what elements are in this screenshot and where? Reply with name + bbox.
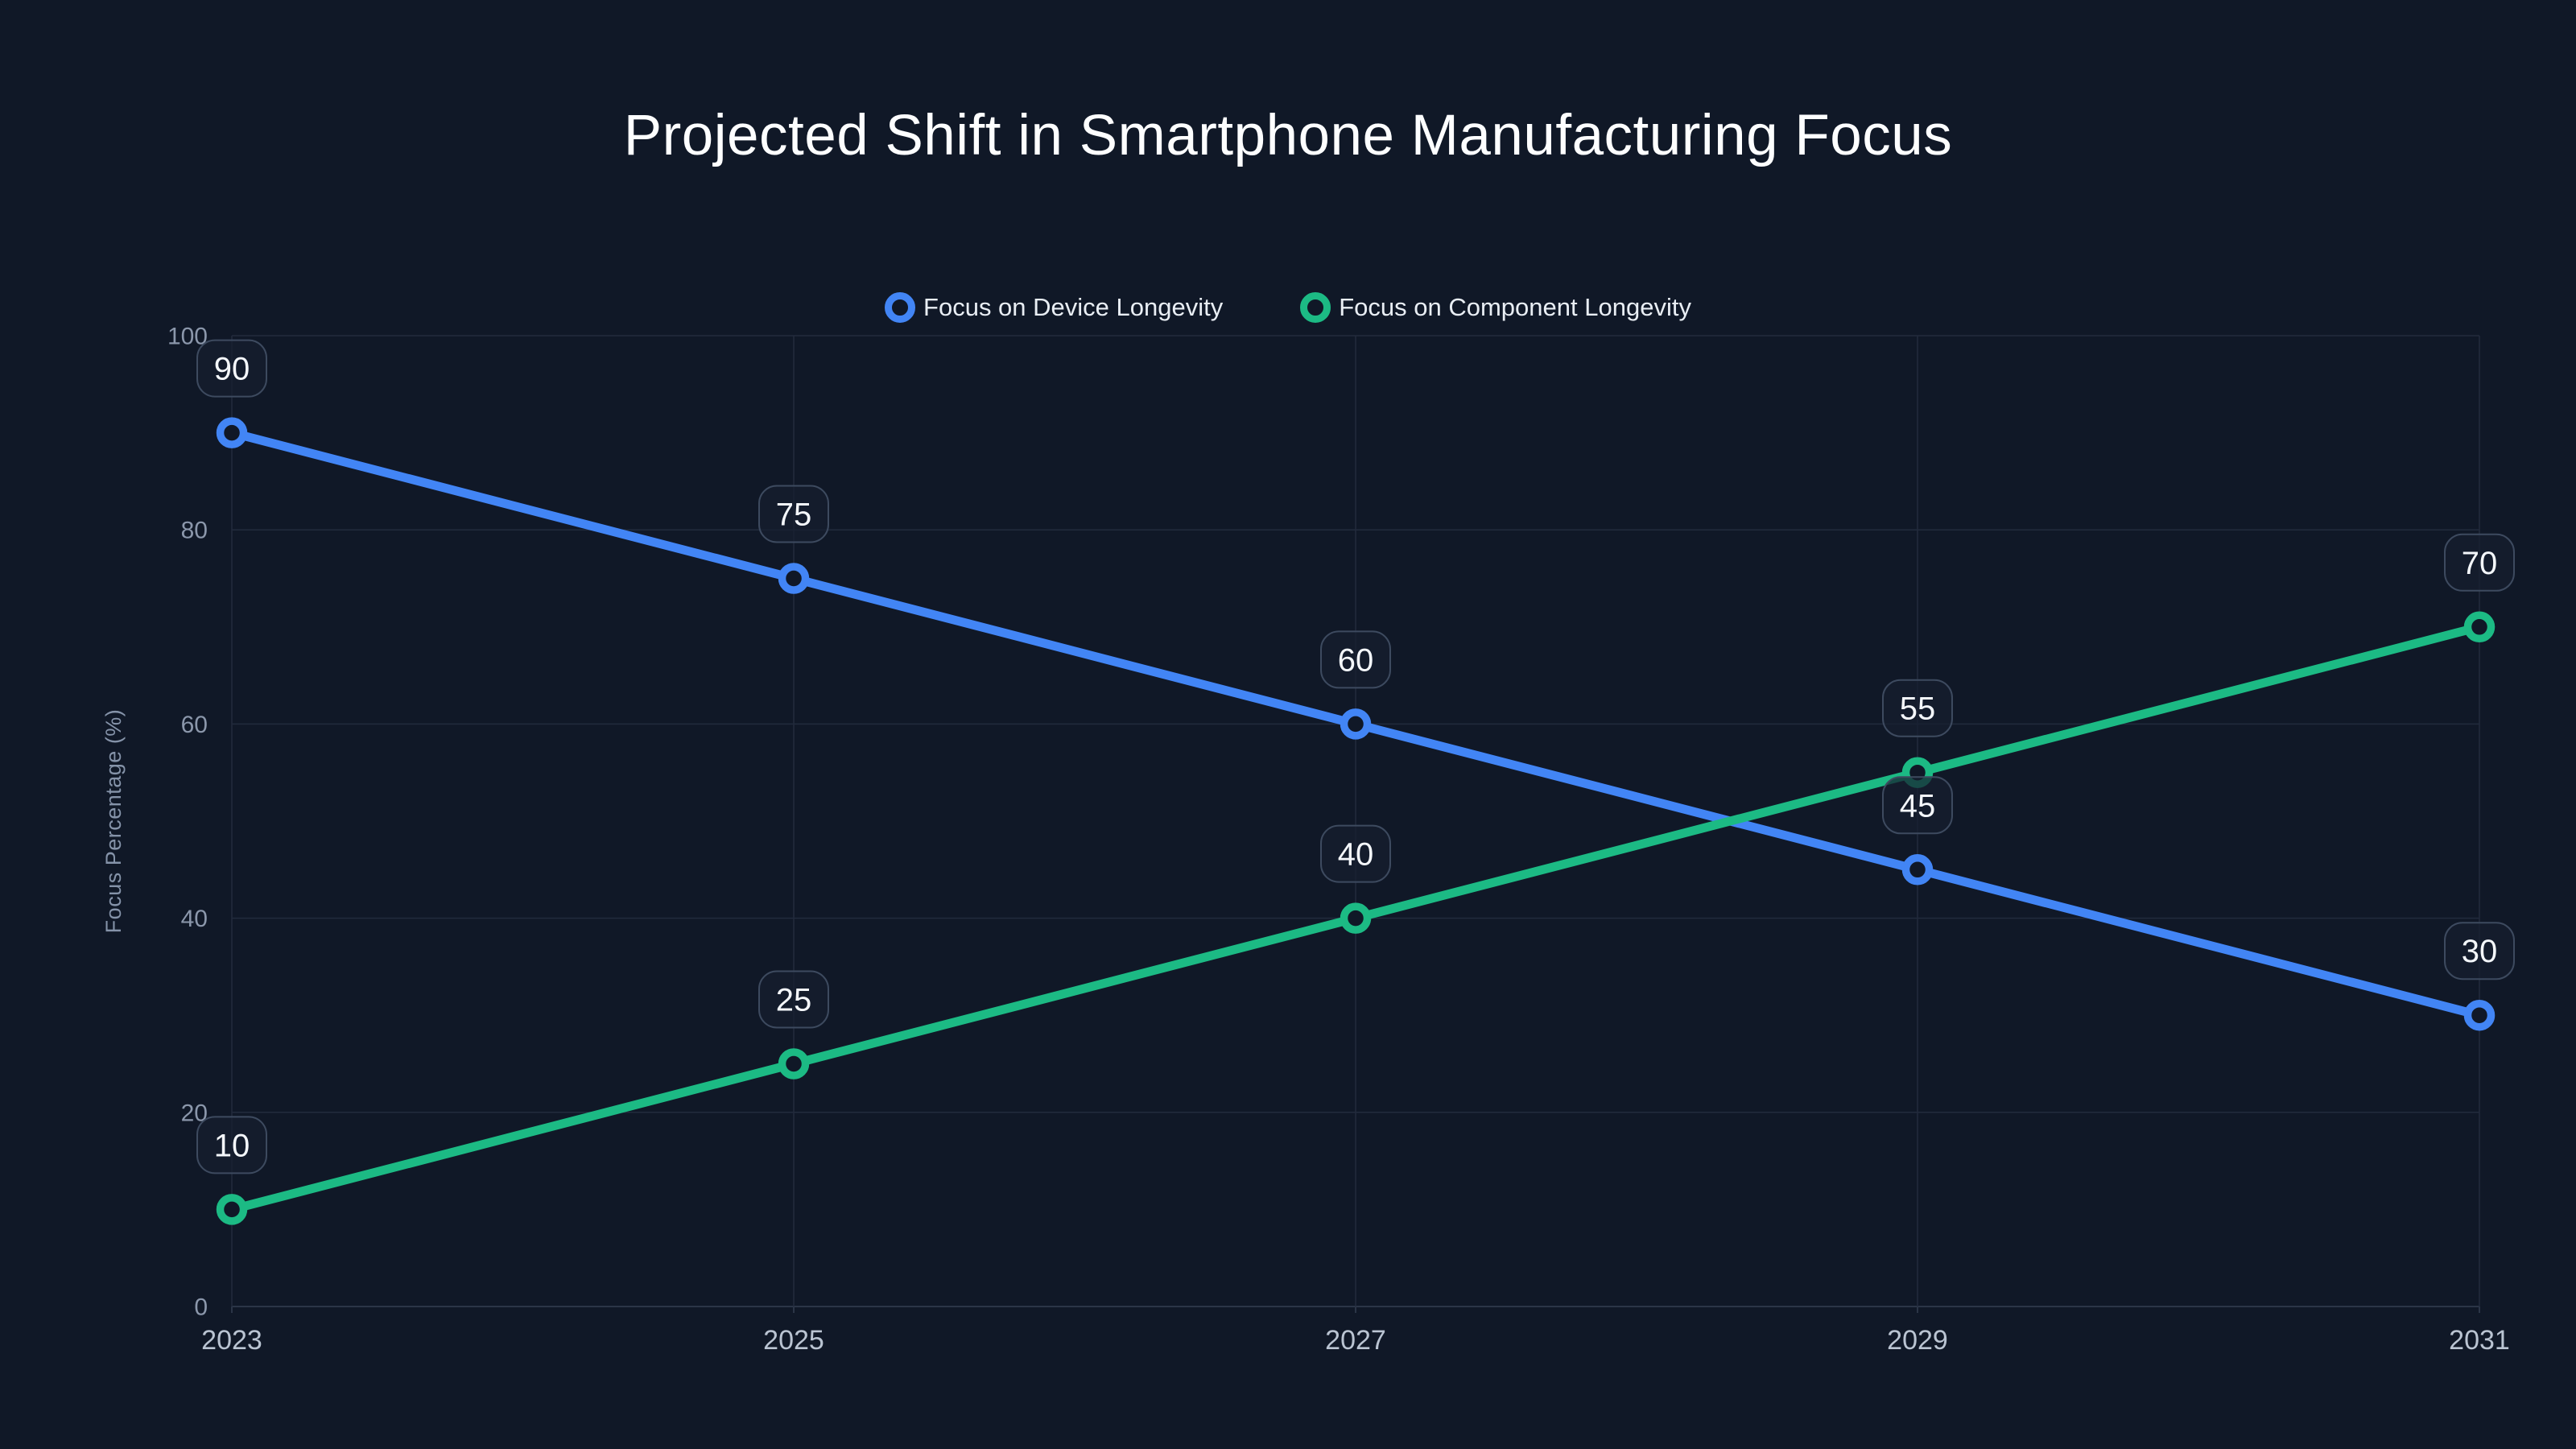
- point-label: 45: [1900, 788, 1936, 824]
- data-point[interactable]: [1340, 902, 1372, 934]
- point-label: 70: [2462, 546, 2498, 581]
- x-axis-tick-label: 2023: [201, 1325, 262, 1356]
- y-axis-title: Focus Percentage (%): [101, 709, 126, 934]
- legend-item-device-longevity: Focus on Device Longevity: [885, 292, 1223, 323]
- data-point[interactable]: [778, 1048, 810, 1080]
- y-axis-tick-label: 0: [194, 1294, 208, 1321]
- legend: Focus on Device Longevity Focus on Compo…: [0, 292, 2576, 323]
- data-point[interactable]: [2463, 611, 2496, 643]
- point-label: 55: [1900, 691, 1936, 727]
- data-point[interactable]: [216, 417, 248, 448]
- data-point[interactable]: [1340, 708, 1372, 740]
- legend-item-component-longevity: Focus on Component Longevity: [1300, 292, 1691, 323]
- point-label-box: [1320, 630, 1391, 689]
- y-axis-tick-label: 80: [181, 518, 208, 544]
- point-label-box: [1882, 776, 1953, 835]
- point-label: 90: [214, 352, 250, 387]
- legend-label: Focus on Device Longevity: [923, 293, 1224, 321]
- x-axis-tick-label: 2027: [1325, 1325, 1386, 1356]
- y-axis-tick-label: 100: [167, 324, 208, 350]
- point-label: 60: [1338, 642, 1374, 678]
- x-axis-tick-label: 2029: [1887, 1325, 1948, 1356]
- data-point[interactable]: [2463, 999, 2496, 1031]
- x-axis-tick-label: 2025: [763, 1325, 824, 1356]
- point-label: 40: [1338, 837, 1374, 873]
- point-label: 75: [776, 497, 812, 533]
- legend-ring-icon: [885, 292, 916, 323]
- point-label-box: [758, 485, 829, 543]
- data-point[interactable]: [216, 1194, 248, 1225]
- y-axis-tick-label: 60: [181, 712, 208, 738]
- y-axis-tick-label: 40: [181, 906, 208, 932]
- legend-ring-icon: [1300, 292, 1331, 323]
- point-label-box: [1882, 679, 1953, 737]
- point-label-box: [2444, 922, 2515, 980]
- point-label-box: [196, 1116, 267, 1174]
- chart-title: Projected Shift in Smartphone Manufactur…: [623, 104, 1953, 167]
- point-label: 10: [214, 1128, 250, 1163]
- point-label-box: [196, 339, 267, 398]
- point-label: 30: [2462, 934, 2498, 969]
- x-axis-tick-label: 2031: [2449, 1325, 2510, 1356]
- legend-label: Focus on Component Longevity: [1339, 293, 1691, 321]
- point-label-box: [1320, 824, 1391, 883]
- data-point[interactable]: [778, 563, 810, 594]
- point-label-box: [758, 970, 829, 1029]
- point-label-box: [2444, 533, 2515, 592]
- point-label: 25: [776, 983, 812, 1018]
- data-point[interactable]: [1901, 854, 1934, 886]
